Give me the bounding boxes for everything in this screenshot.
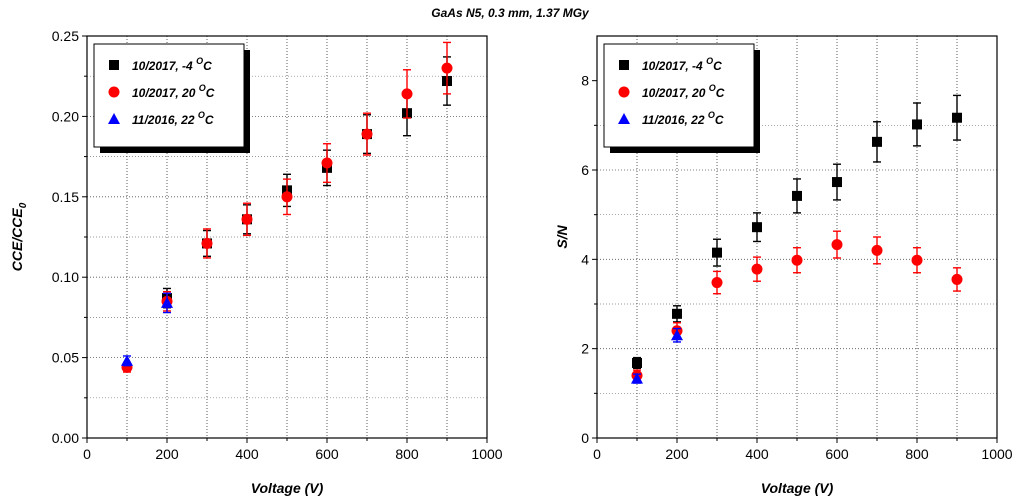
y-axis-title: S/N	[554, 224, 570, 248]
data-point	[951, 273, 963, 285]
y-tick-label: 4	[581, 251, 589, 267]
y-tick-label: 0.20	[52, 108, 79, 124]
y-axis-title-main: S/N	[554, 224, 570, 248]
data-point	[441, 62, 453, 74]
data-point	[632, 357, 642, 368]
signal-to-noise-chart: 0 200 400 600 800 1000 0 2 4 6 8 Voltage (V) S/N 10/2…	[554, 35, 1013, 496]
data-point	[792, 190, 802, 201]
legend-label: 10/2017, -4 OC	[642, 56, 722, 73]
legend-label-text: 10/2017, -4	[642, 59, 706, 73]
y-axis-title-main: CCE/CCE	[9, 208, 25, 272]
legend-label-superscript: O	[709, 83, 716, 93]
legend-label-superscript: O	[196, 56, 203, 66]
legend-label: 11/2016, 22 OC	[642, 110, 724, 127]
x-tick-label: 800	[395, 446, 419, 462]
y-tick-label: 0.05	[52, 350, 79, 366]
y-tick-label: 2	[581, 341, 589, 357]
data-point	[161, 296, 173, 308]
x-tick-label: 0	[83, 446, 91, 462]
data-point	[791, 254, 803, 266]
legend-label-text: 10/2017, 20	[642, 86, 709, 100]
data-point	[361, 128, 373, 140]
data-point	[321, 157, 333, 169]
y-tick-label: 0.00	[52, 430, 79, 446]
data-point	[911, 254, 923, 266]
legend-label-unit: C	[203, 59, 212, 73]
legend-label: 10/2017, 20 OC	[132, 83, 215, 100]
x-tick-label: 400	[235, 446, 259, 462]
series-1	[631, 230, 963, 382]
legend-label-superscript: O	[199, 83, 206, 93]
y-axis-title: CCE/CCE0	[9, 202, 29, 271]
cce-chart: 0 200 400 600 800 1000 0.00 0.05 0.10 0.15 0.20 0.2…	[9, 28, 503, 496]
legend-marker	[619, 60, 629, 70]
data-point	[121, 354, 133, 366]
legend-label-superscript: O	[706, 56, 713, 66]
y-tick-label: 0.15	[52, 189, 79, 205]
legend-label-unit: C	[205, 113, 214, 127]
data-point	[281, 191, 293, 203]
legend-marker	[108, 86, 120, 98]
x-tick-label: 600	[825, 446, 849, 462]
x-tick-label: 1000	[471, 446, 502, 462]
series-0	[632, 94, 962, 370]
legend-marker	[618, 113, 630, 124]
legend-label-unit: C	[715, 113, 724, 127]
data-point	[752, 222, 762, 233]
data-point	[871, 244, 883, 256]
series-1	[121, 41, 453, 373]
legend-label-unit: C	[716, 86, 725, 100]
data-point	[832, 177, 842, 188]
legend-label-text: 11/2016, 22	[132, 113, 198, 127]
legend-label: 10/2017, -4 OC	[132, 56, 212, 73]
y-tick-label: 8	[581, 73, 589, 89]
data-point	[872, 136, 882, 147]
data-point	[831, 239, 843, 251]
legend-label-superscript: O	[198, 110, 205, 120]
y-tick-label: 0.10	[52, 269, 79, 285]
legend-label: 10/2017, 20 OC	[642, 83, 725, 100]
data-point	[751, 263, 763, 275]
legend-label-text: 11/2016, 22	[642, 113, 708, 127]
data-point	[671, 329, 683, 341]
data-point	[401, 88, 413, 100]
x-tick-label: 1000	[981, 446, 1012, 462]
x-axis-title: Voltage (V)	[761, 480, 834, 496]
data-point	[672, 308, 682, 319]
y-tick-label: 0.25	[52, 28, 79, 44]
data-point	[631, 372, 643, 384]
legend-label-text: 10/2017, 20	[132, 86, 199, 100]
y-axis-title-subscript: 0	[18, 202, 29, 208]
legend-marker	[108, 113, 120, 124]
y-tick-label: 0	[581, 430, 589, 446]
x-axis-title: Voltage (V)	[251, 480, 324, 496]
series-2	[121, 292, 173, 367]
x-tick-label: 800	[905, 446, 929, 462]
data-point	[241, 213, 253, 225]
y-tick-label: 6	[581, 162, 589, 178]
legend-label-unit: C	[713, 59, 722, 73]
legend-marker	[618, 86, 630, 98]
x-tick-label: 200	[155, 446, 179, 462]
data-point	[201, 237, 213, 249]
figure-title: GaAs N5, 0.3 mm, 1.37 MGy	[431, 6, 590, 20]
legend-label-superscript: O	[708, 110, 715, 120]
data-point	[912, 119, 922, 130]
series-2	[631, 327, 683, 384]
x-tick-label: 200	[665, 446, 689, 462]
data-point	[711, 277, 723, 289]
legend-label: 11/2016, 22 OC	[132, 110, 214, 127]
x-tick-label: 0	[593, 446, 601, 462]
legend-label-unit: C	[206, 86, 215, 100]
data-point	[712, 247, 722, 258]
data-point	[952, 112, 962, 123]
legend-label-text: 10/2017, -4	[132, 59, 196, 73]
legend-marker	[109, 60, 119, 70]
x-tick-label: 400	[745, 446, 769, 462]
x-tick-label: 600	[315, 446, 339, 462]
